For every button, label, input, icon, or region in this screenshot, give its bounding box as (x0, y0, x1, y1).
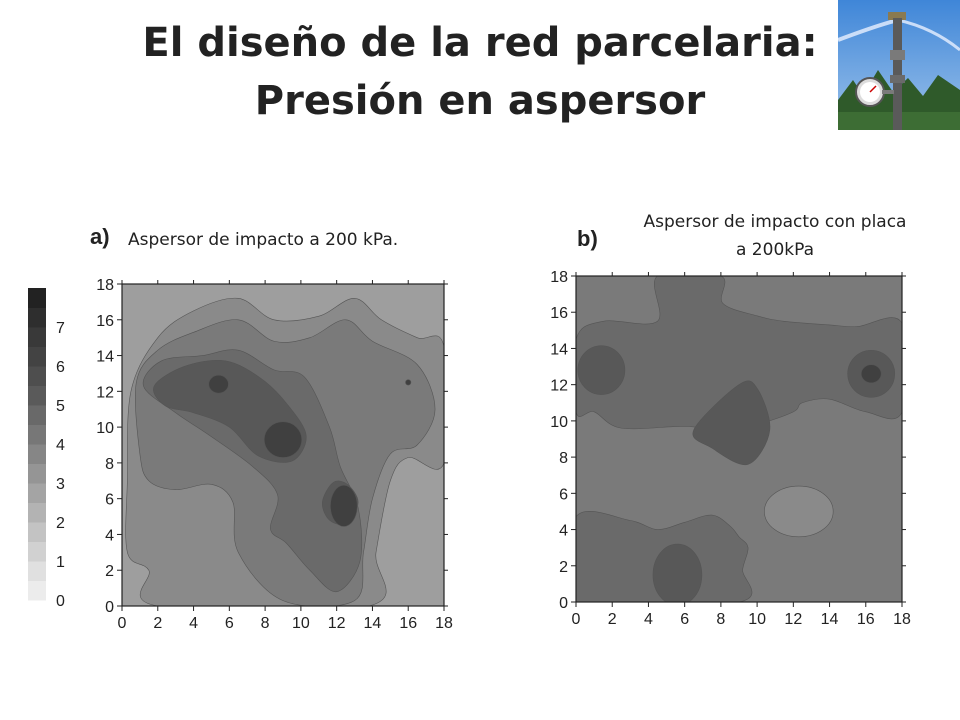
colorbar-tick-label: 4 (56, 437, 65, 454)
contour-region (860, 364, 882, 384)
y-tick-label: 14 (550, 341, 568, 358)
y-tick-label: 14 (96, 349, 114, 366)
y-tick-label: 6 (105, 492, 114, 509)
contour-region (208, 374, 229, 394)
contour-region (577, 345, 626, 395)
colorbar-tick-label: 2 (56, 515, 65, 532)
y-tick-label: 12 (96, 384, 114, 401)
x-tick-label: 8 (716, 611, 725, 628)
x-tick-label: 10 (292, 615, 310, 632)
colorbar-segment (28, 541, 46, 562)
colorbar-tick-label: 5 (56, 398, 65, 415)
y-tick-label: 6 (559, 486, 568, 503)
x-tick-label: 10 (748, 611, 766, 628)
y-tick-label: 10 (550, 414, 568, 431)
colorbar-segment (28, 327, 46, 347)
y-tick-label: 4 (105, 527, 114, 544)
colorbar-tick-label: 7 (56, 320, 65, 337)
sprinkler-with-pressure-gauge-photo (838, 0, 960, 130)
colorbar-segment (28, 288, 46, 308)
contour-region (405, 379, 412, 386)
x-tick-label: 18 (435, 615, 453, 632)
panel-a-caption: Aspersor de impacto a 200 kPa. (128, 230, 399, 250)
y-tick-label: 16 (550, 305, 568, 322)
y-tick-label: 2 (105, 563, 114, 580)
y-tick-label: 18 (550, 269, 568, 286)
contour-region (764, 485, 834, 538)
panel-b-label: b) (577, 226, 598, 251)
y-tick-label: 10 (96, 420, 114, 437)
colorbar-segment (28, 385, 46, 406)
x-tick-label: 12 (328, 615, 346, 632)
contour-region (576, 276, 902, 431)
colorbar-segment (28, 483, 46, 503)
x-tick-label: 16 (857, 611, 875, 628)
plot-frame (575, 275, 903, 603)
panel-b-caption: Aspersor de impacto con placa a 200kPa (600, 208, 950, 264)
x-tick-label: 8 (261, 615, 270, 632)
colorbar-segment (28, 580, 46, 601)
colorbar-tick-label: 1 (56, 554, 65, 571)
x-tick-label: 0 (118, 615, 127, 632)
x-tick-label: 2 (608, 611, 617, 628)
colorbar-segment (28, 346, 46, 367)
colorbar-tick-label: 6 (56, 359, 65, 376)
x-tick-label: 16 (399, 615, 417, 632)
colorbar-segment (28, 424, 46, 445)
colorbar-tick-label: 0 (56, 593, 65, 610)
colorbar-segment (28, 307, 46, 328)
contour-chart-a: 0 2 4 6 8 10 12 14 16 18 0 2 4 6 8 10 12 14 16 18 (96, 277, 453, 632)
y-tick-label: 2 (559, 559, 568, 576)
colorbar-tick-label: 3 (56, 476, 65, 493)
x-tick-label: 0 (572, 611, 581, 628)
x-tick-label: 4 (189, 615, 198, 632)
x-tick-label: 12 (784, 611, 802, 628)
colorbar-segment (28, 561, 46, 581)
x-tick-label: 18 (893, 611, 911, 628)
colorbar-segment (28, 463, 46, 484)
y-tick-label: 4 (559, 523, 568, 540)
panel-a-label: a) (90, 224, 110, 249)
colorbar-segment (28, 405, 46, 425)
colorbar-legend: 0 1 2 3 4 5 6 7 (28, 288, 65, 610)
x-tick-label: 2 (153, 615, 162, 632)
slide-title-line1: El diseño de la red parcelaria: (142, 20, 818, 66)
contour-region (652, 543, 703, 602)
y-tick-label: 0 (105, 599, 114, 616)
contour-region (330, 484, 358, 527)
colorbar-segment (28, 522, 46, 542)
y-tick-label: 12 (550, 378, 568, 395)
y-tick-label: 0 (559, 595, 568, 612)
x-tick-label: 4 (644, 611, 653, 628)
plot-frame (121, 283, 445, 607)
y-tick-label: 8 (559, 450, 568, 467)
panel-b-caption-line1: Aspersor de impacto con placa (643, 212, 907, 232)
y-tick-label: 16 (96, 313, 114, 330)
x-tick-label: 6 (225, 615, 234, 632)
colorbar-segment (28, 502, 46, 523)
contour-region (263, 421, 303, 458)
y-tick-label: 8 (105, 456, 114, 473)
x-tick-label: 6 (680, 611, 689, 628)
contour-region (692, 380, 771, 466)
x-tick-label: 14 (364, 615, 382, 632)
slide-title-line2: Presión en aspersor (254, 78, 706, 124)
slide-title: El diseño de la red parcelaria: Presión … (40, 14, 920, 130)
x-tick-label: 14 (821, 611, 839, 628)
colorbar-segment (28, 444, 46, 464)
y-tick-label: 18 (96, 277, 114, 294)
panel-b-caption-line2: a 200kPa (735, 240, 815, 260)
contour-chart-b: 0 2 4 6 8 10 12 14 16 18 0 2 4 6 8 10 12 14 16 18 (550, 269, 911, 628)
colorbar-segment (28, 366, 46, 386)
